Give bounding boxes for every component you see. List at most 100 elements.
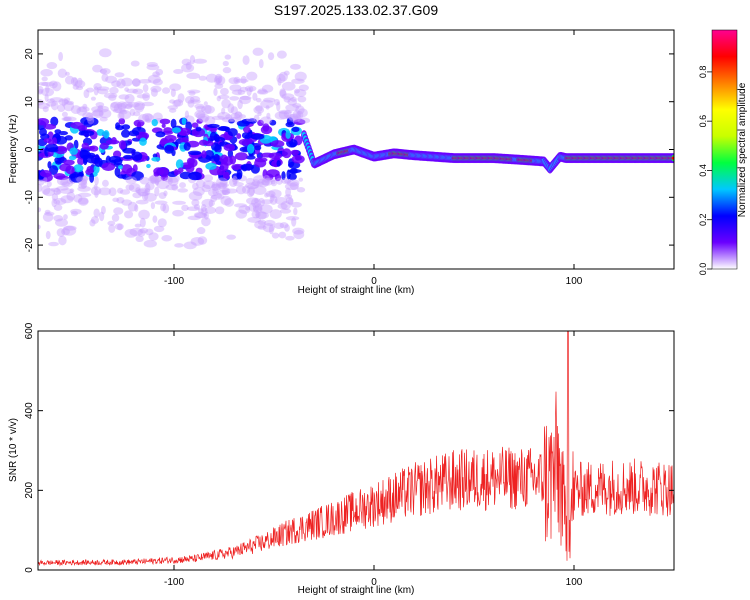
heatmap-cell (220, 154, 229, 165)
heatmap-cell (257, 178, 270, 188)
heatmap-cell (222, 60, 229, 67)
heatmap-cell (192, 182, 199, 190)
heatmap-cell (63, 225, 77, 231)
heatmap-cell (187, 150, 202, 156)
heatmap-cell (55, 218, 68, 227)
heatmap-cell (60, 195, 74, 204)
heatmap-cell (171, 127, 182, 133)
heatmap-cell (254, 198, 259, 204)
heatmap-cell (131, 78, 141, 87)
heatmap-cell (47, 150, 54, 157)
heatmap-cell (125, 184, 135, 191)
heatmap-cell (146, 64, 160, 71)
heatmap-cell (217, 182, 228, 189)
heatmap-cell (254, 145, 262, 151)
heatmap-cell (110, 102, 120, 112)
heatmap-cell (203, 101, 208, 106)
heatmap-cell (271, 232, 280, 239)
heatmap-cell (150, 85, 162, 93)
heatmap-cell (223, 143, 236, 152)
heatmap-cell (293, 118, 306, 126)
heatmap-cell (279, 89, 287, 99)
heatmap-cell (205, 73, 218, 83)
heatmap-cell (117, 223, 123, 231)
heatmap-cell (177, 167, 184, 173)
heatmap-cell (46, 180, 52, 187)
heatmap-cell (245, 177, 255, 185)
heatmap-cell (212, 187, 219, 197)
heatmap-cell (204, 115, 216, 126)
heatmap-cell (189, 95, 201, 103)
heatmap-cell (164, 144, 175, 154)
heatmap-cell (268, 152, 283, 160)
heatmap-cell (96, 128, 105, 136)
heatmap-cell (113, 207, 124, 215)
heatmap-cell (234, 111, 243, 121)
heatmap-cell (200, 204, 207, 213)
heatmap-cell (240, 163, 254, 171)
heatmap-cell (150, 177, 156, 184)
heatmap-cell (150, 202, 156, 210)
heatmap-cell (174, 243, 184, 248)
heatmap-cell (154, 186, 160, 197)
heatmap-cell (69, 188, 75, 194)
heatmap-cell (66, 191, 76, 201)
heatmap-cell (220, 87, 229, 96)
heatmap-cell (203, 211, 209, 220)
heatmap-cell (157, 218, 167, 228)
heatmap-cell (198, 75, 207, 81)
heatmap-cell (274, 173, 282, 182)
heatmap-cell (143, 239, 157, 248)
heatmap-cell (254, 220, 266, 229)
heatmap-cell (186, 206, 200, 212)
heatmap-cell (257, 88, 268, 94)
heatmap-cell (68, 155, 77, 161)
heatmap-cell (142, 92, 151, 101)
heatmap-cell (190, 99, 201, 104)
heatmap-cell (45, 143, 59, 153)
heatmap-cell (279, 88, 286, 97)
colorbar-tick-label: 0.2 (698, 213, 708, 226)
heatmap-cell (139, 176, 150, 185)
heatmap-cell (236, 120, 250, 127)
heatmap-cell (210, 194, 218, 202)
heatmap-cell (188, 90, 196, 96)
heatmap-cell (231, 89, 246, 96)
heatmap-cell (179, 137, 189, 144)
heatmap-cell (56, 228, 66, 237)
heatmap-cell (126, 102, 140, 108)
heatmap-cell (203, 140, 214, 147)
heatmap-cell (41, 185, 51, 195)
heatmap-cell (64, 135, 73, 141)
heatmap-cell (295, 105, 305, 115)
heatmap-cell (273, 98, 280, 106)
heatmap-cell (148, 175, 162, 184)
heatmap-cell (216, 182, 230, 188)
heatmap-cell (185, 61, 192, 70)
heatmap-cell (93, 86, 99, 96)
heatmap-cell (98, 109, 112, 119)
heatmap-cell (195, 111, 206, 120)
heatmap-cell (246, 87, 252, 97)
heatmap-cell (191, 127, 206, 138)
heatmap-cell (183, 142, 191, 151)
heatmap-cell (38, 224, 41, 230)
heatmap-cell (129, 227, 143, 237)
heatmap-cell (252, 202, 260, 212)
heatmap-cell (152, 153, 158, 158)
heatmap-cell (103, 92, 118, 99)
heatmap-cell (41, 76, 48, 82)
heatmap-cell (139, 137, 147, 146)
heatmap-cell (286, 169, 291, 180)
heatmap-cell (235, 185, 247, 195)
heatmap-cell (251, 197, 262, 208)
heatmap-cell (51, 198, 57, 208)
heatmap-cell (105, 75, 117, 84)
heatmap-cell (61, 111, 68, 118)
heatmap-cell (229, 96, 240, 101)
heatmap-cell (154, 175, 160, 186)
snr-xlabel: Height of straight line (km) (298, 585, 415, 596)
heatmap-cell (297, 117, 311, 124)
heatmap-cell (257, 119, 264, 127)
heatmap-cell (173, 168, 179, 176)
